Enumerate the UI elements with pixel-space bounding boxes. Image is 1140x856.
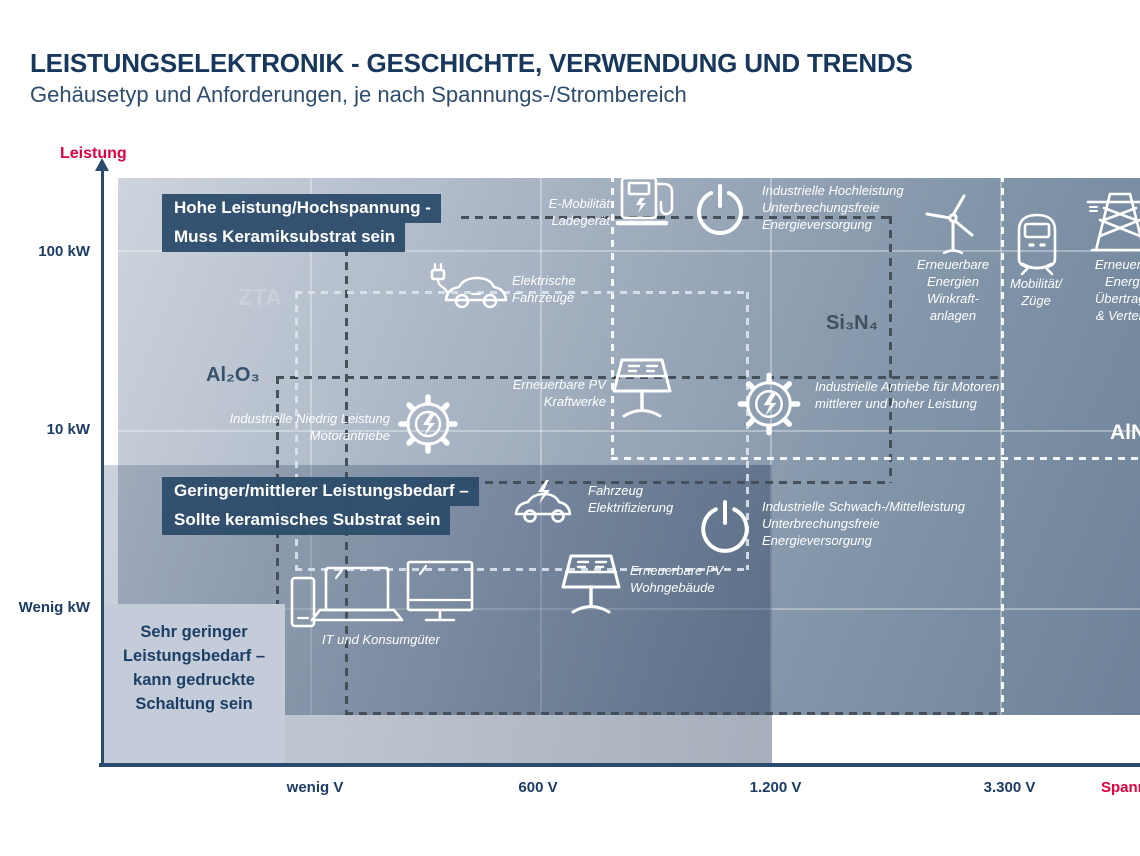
motor-gear-icon: [396, 392, 460, 456]
x-tick-3300v: 3.300 V: [983, 779, 1036, 796]
callout-mid-power: Geringer/mittlerer Leistungsbedarf – Sol…: [162, 477, 479, 536]
label-mid-motor: Industrielle Antriebe für Motoren mittle…: [815, 379, 1000, 411]
label-low-motor: Industrielle Niedrig Leistung Motorantri…: [229, 411, 390, 443]
page-subtitle: Gehäusetyp und Anforderungen, je nach Sp…: [30, 82, 687, 107]
transmission-tower-icon: [1084, 190, 1140, 254]
grid-line-vertical: [540, 178, 542, 715]
x-tick-600v: 600 V: [518, 779, 558, 796]
solar-panel-icon: [553, 551, 629, 623]
label-wind: Erneuerbare Energien Winkraft- anlagen: [916, 257, 990, 323]
label-it: IT und Konsumgüter: [322, 632, 440, 647]
electric-car-plug-icon: [430, 258, 510, 314]
y-axis-label: Leistung: [60, 145, 127, 162]
y-tick-wenig: Wenig kW: [18, 599, 90, 616]
label-transmission: Erneuerbare Energien Übertragung & Verte…: [1094, 257, 1140, 323]
power-button-icon: [696, 496, 754, 558]
x-axis-label: Spannung: [1101, 779, 1140, 796]
it-devices-icon: [290, 562, 475, 630]
grid-line-vertical: [770, 178, 772, 715]
chart-background: [118, 178, 1140, 715]
label-ups-mid: Industrielle Schwach-/Mittelleistung Unt…: [762, 499, 966, 548]
page-title: LEISTUNGSELEKTRONIK - GESCHICHTE, VERWEN…: [30, 48, 913, 78]
label-pv-plants: Erneuerbare PV Kraftwerke: [512, 377, 606, 409]
substrate-label-al2o3: Al₂O₃: [206, 364, 260, 386]
label-vehicle-elec: Fahrzeug Elektrifizierung: [588, 483, 674, 515]
grid-line-horizontal: [118, 250, 1140, 252]
callout-high-power: Hohe Leistung/Hochspannung - Muss Kerami…: [162, 194, 441, 253]
callout-mid-line2: Sollte keramisches Substrat sein: [162, 506, 451, 536]
substrate-label-aln: AlN: [1110, 421, 1140, 444]
y-tick-10kw: 10 kW: [46, 421, 90, 438]
substrate-label-zta: ZTA: [238, 284, 283, 310]
low-power-region: [103, 604, 285, 765]
grid-line-vertical: [310, 178, 312, 715]
electric-car-bolt-icon: [506, 480, 580, 524]
callout-high-line1: Hohe Leistung/Hochspannung -: [162, 194, 441, 224]
callout-high-line2: Muss Keramiksubstrat sein: [162, 223, 406, 253]
grid-line-horizontal: [118, 608, 1140, 610]
train-icon: [1010, 212, 1064, 274]
x-tick-1200v: 1.200 V: [749, 779, 802, 796]
label-trains: Mobilität/ Züge: [1009, 276, 1063, 308]
callout-low-power: Sehr geringer Leistungsbedarf – kann ged…: [122, 623, 266, 713]
y-axis-line: [101, 170, 104, 765]
substrate-label-si3n4: Si₃N₄: [826, 312, 879, 334]
y-tick-100kw: 100 kW: [38, 243, 90, 260]
label-pv-home: Erneuerbare PV Wohngebäude: [630, 563, 724, 595]
label-ups-high: Industrielle Hochleistung Unterbrechungs…: [762, 183, 904, 232]
motor-gear-icon: [735, 370, 803, 438]
x-tick-wenig-v: wenig V: [286, 779, 344, 796]
callout-mid-line1: Geringer/mittlerer Leistungsbedarf –: [162, 477, 479, 507]
label-ev: Elektrische Fahrzeuge: [512, 273, 576, 305]
label-emobility: E-Mobilität Ladegerät: [548, 196, 610, 228]
x-axis-line: [99, 763, 1140, 767]
grid-line-horizontal: [118, 430, 1140, 432]
wind-turbine-icon: [920, 190, 986, 260]
ev-charger-icon: [614, 174, 690, 228]
power-button-icon: [692, 182, 748, 238]
y-axis-arrow-icon: [95, 158, 109, 171]
solar-panel-icon: [604, 355, 680, 427]
